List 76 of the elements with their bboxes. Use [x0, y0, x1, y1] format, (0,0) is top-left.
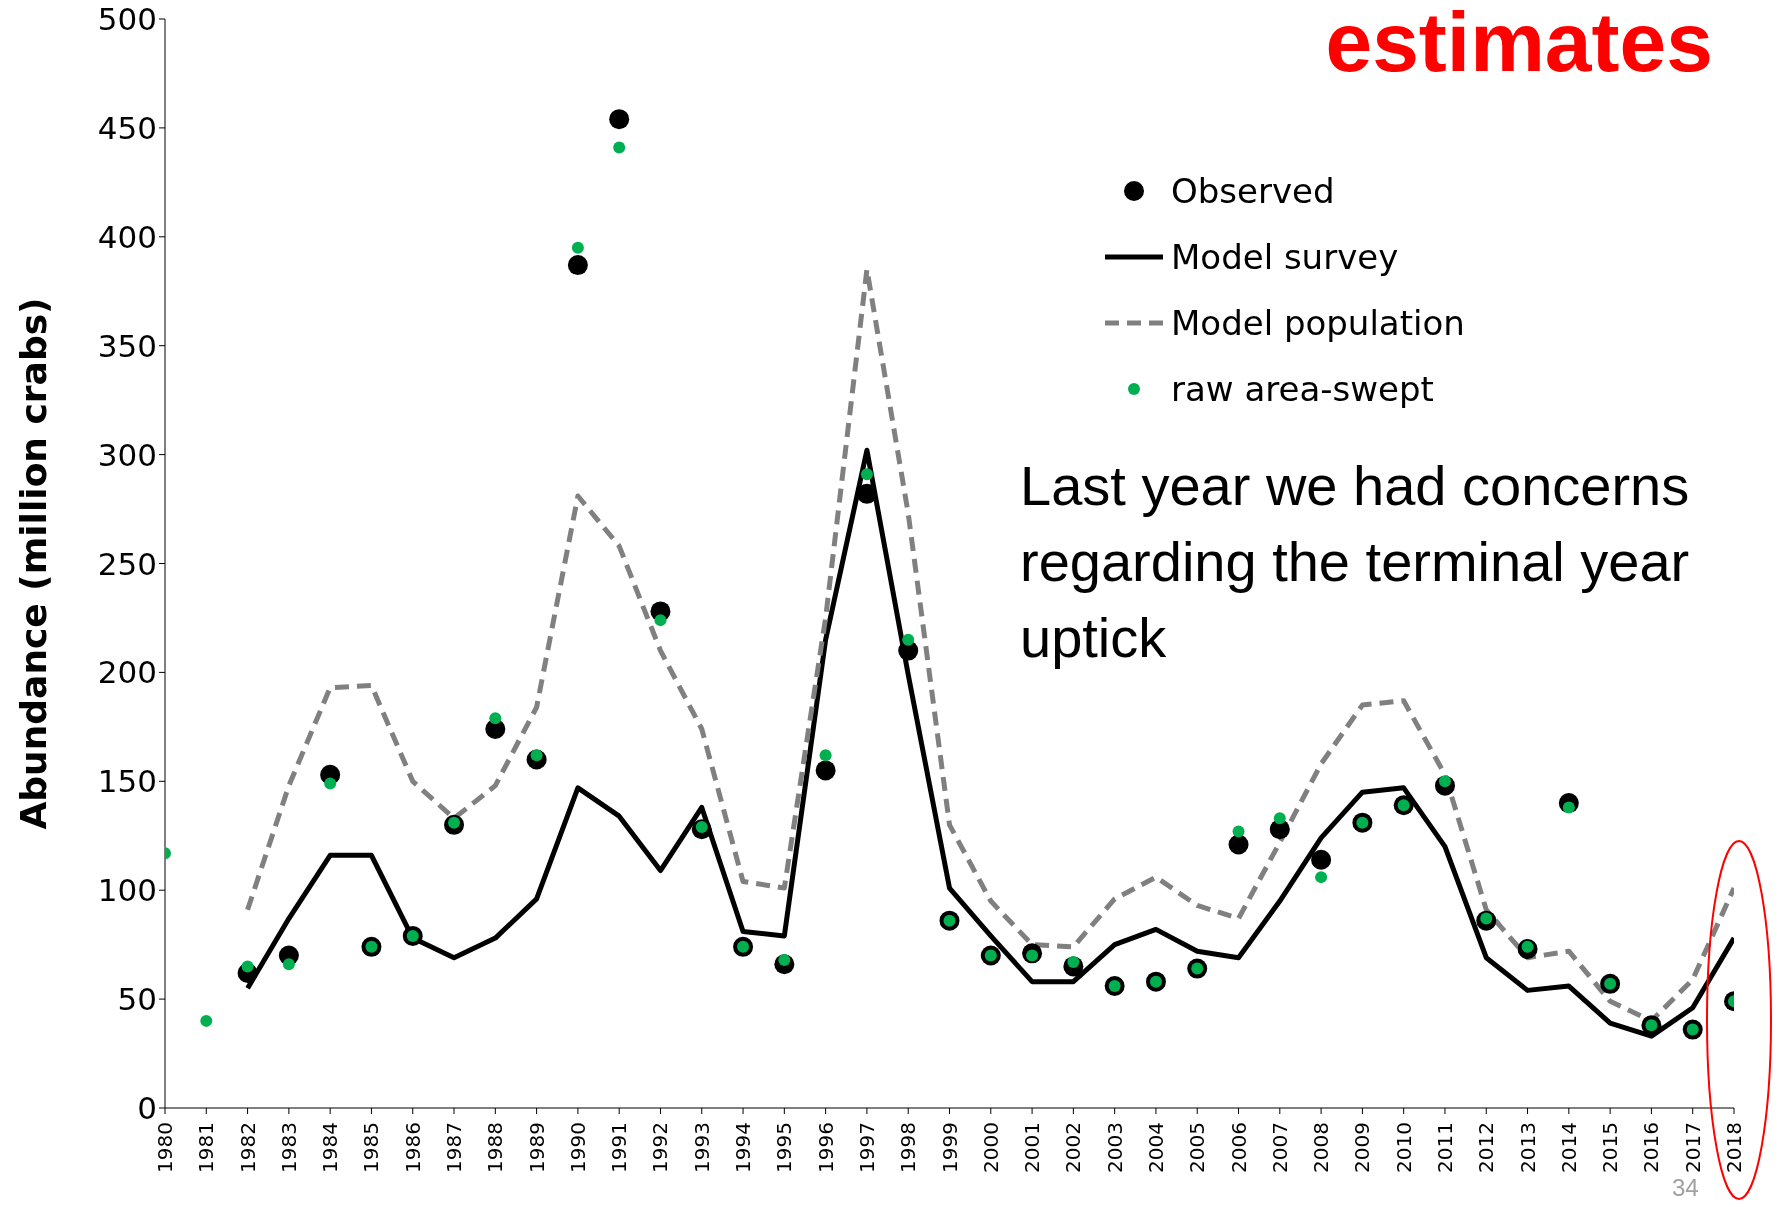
point [613, 141, 626, 154]
x-tick-label: 1987 [442, 1122, 467, 1173]
x-tick-label: 1997 [854, 1122, 879, 1173]
x-tick-label: 2007 [1267, 1122, 1292, 1173]
x-tick-label: 1994 [731, 1122, 756, 1173]
y-tick-label: 350 [97, 327, 157, 364]
point [241, 960, 254, 973]
x-tick-label: 2012 [1474, 1122, 1499, 1173]
point [1232, 825, 1245, 838]
point [856, 483, 877, 504]
x-tick-label: 1991 [607, 1122, 632, 1173]
point [819, 749, 832, 762]
annotation: Last year we had concerns regarding the terminal year uptick [1020, 453, 1691, 671]
point [902, 633, 915, 646]
x-tick-label: 1988 [483, 1122, 508, 1173]
x-tick-label: 2002 [1061, 1122, 1086, 1173]
y-tick-label: 450 [97, 109, 157, 146]
point [324, 777, 337, 790]
point [1311, 849, 1332, 870]
legend-label: raw area-swept [1171, 369, 1434, 409]
point [1273, 812, 1286, 825]
x-tick-label: 2003 [1102, 1122, 1127, 1173]
x-tick-label: 1992 [648, 1122, 673, 1173]
x-tick-label: 2014 [1556, 1122, 1581, 1173]
x-tick-label: 1999 [937, 1122, 962, 1173]
x-tick-label: 1989 [524, 1122, 549, 1173]
x-tick-label: 1983 [276, 1122, 301, 1173]
y-tick-label: 400 [97, 218, 157, 255]
y-tick-label: 100 [97, 872, 157, 909]
x-tick-label: 2010 [1391, 1122, 1416, 1173]
y-tick-label: 150 [97, 763, 157, 800]
point [567, 255, 588, 276]
point [860, 468, 873, 481]
y-tick-label: 300 [97, 436, 157, 473]
y-tick-label: 500 [97, 1, 157, 38]
point [1315, 871, 1328, 884]
x-tick-label: 2013 [1515, 1122, 1540, 1173]
chart-title: estimates [1325, 0, 1713, 91]
point [815, 760, 836, 781]
x-tick-label: 1993 [689, 1122, 714, 1173]
x-tick-label: 2006 [1226, 1122, 1251, 1173]
y-axis-title: Abundance (million crabs) [12, 297, 54, 830]
x-tick-label: 2001 [1020, 1122, 1045, 1173]
x-tick-label: 2016 [1639, 1122, 1664, 1173]
legend-label: Model survey [1171, 237, 1399, 277]
legend-label: Model population [1171, 303, 1465, 343]
x-tick-label: 2005 [1185, 1122, 1210, 1173]
legend-label: Observed [1171, 171, 1335, 211]
x-tick-label: 1981 [194, 1122, 219, 1173]
x-tick-label: 1990 [565, 1122, 590, 1173]
x-tick-label: 1985 [359, 1122, 384, 1173]
x-tick-label: 1996 [813, 1122, 838, 1173]
point [654, 614, 667, 627]
point [200, 1014, 213, 1027]
x-tick-label: 1986 [400, 1122, 425, 1173]
x-tick-label: 1984 [318, 1122, 343, 1173]
x-tick-label: 1998 [896, 1122, 921, 1173]
y-tick-label: 200 [97, 654, 157, 691]
x-tick-label: 2008 [1309, 1122, 1334, 1173]
point [1228, 834, 1249, 855]
x-tick-label: 2004 [1143, 1122, 1168, 1173]
point [609, 109, 630, 130]
x-tick-label: 2011 [1432, 1122, 1457, 1173]
x-tick-label: 1995 [772, 1122, 797, 1173]
x-tick-label: 2015 [1598, 1122, 1623, 1173]
x-tick-label: 2017 [1680, 1122, 1705, 1173]
x-tick-label: 2018 [1722, 1122, 1746, 1173]
y-tick-label: 50 [117, 981, 157, 1018]
y-tick-label: 250 [97, 545, 157, 582]
x-tick-label: 2009 [1350, 1122, 1375, 1173]
x-tick-label: 2000 [978, 1122, 1003, 1173]
point [282, 958, 295, 971]
point [571, 241, 584, 254]
text: 34 [1672, 1174, 1699, 1202]
x-tick-label: 1982 [235, 1122, 260, 1173]
point [489, 712, 502, 725]
